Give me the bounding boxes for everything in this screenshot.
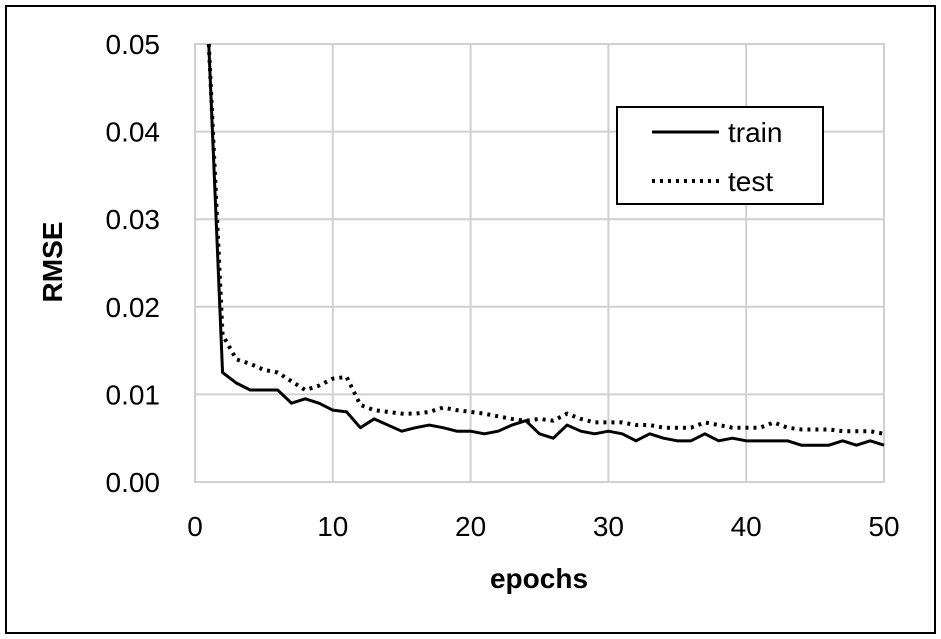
y-tick-label-2: 0.02 [106, 292, 161, 323]
plot-area-border [194, 43, 885, 483]
legend-train-label: train [728, 117, 782, 148]
x-tick-label-2: 20 [455, 511, 486, 542]
y-tick-label-5: 0.05 [106, 29, 161, 60]
legend-test-label: test [728, 166, 773, 197]
series-line-test [206, 43, 885, 436]
x-tick-label-1: 10 [317, 511, 348, 542]
y-tick-label-3: 0.03 [106, 204, 161, 235]
series-line-train [207, 43, 885, 447]
y-tick-label-4: 0.04 [106, 117, 161, 148]
y-axis-title: RMSE [37, 222, 68, 303]
x-tick-label-5: 50 [868, 511, 899, 542]
series-layer [206, 43, 885, 447]
x-tick-label-0: 0 [187, 511, 203, 542]
y-tick-labels: 0.00 0.01 0.02 0.03 0.04 0.05 [106, 29, 161, 498]
x-tick-label-4: 40 [731, 511, 762, 542]
x-tick-labels: 0 10 20 30 40 50 [187, 511, 899, 542]
legend-box [616, 106, 824, 205]
y-tick-label-1: 0.01 [106, 379, 161, 410]
y-tick-label-0: 0.00 [106, 467, 161, 498]
x-tick-label-3: 30 [593, 511, 624, 542]
plot-border [194, 43, 885, 483]
legend: train test [616, 106, 824, 205]
x-axis-title: epochs [490, 563, 588, 594]
